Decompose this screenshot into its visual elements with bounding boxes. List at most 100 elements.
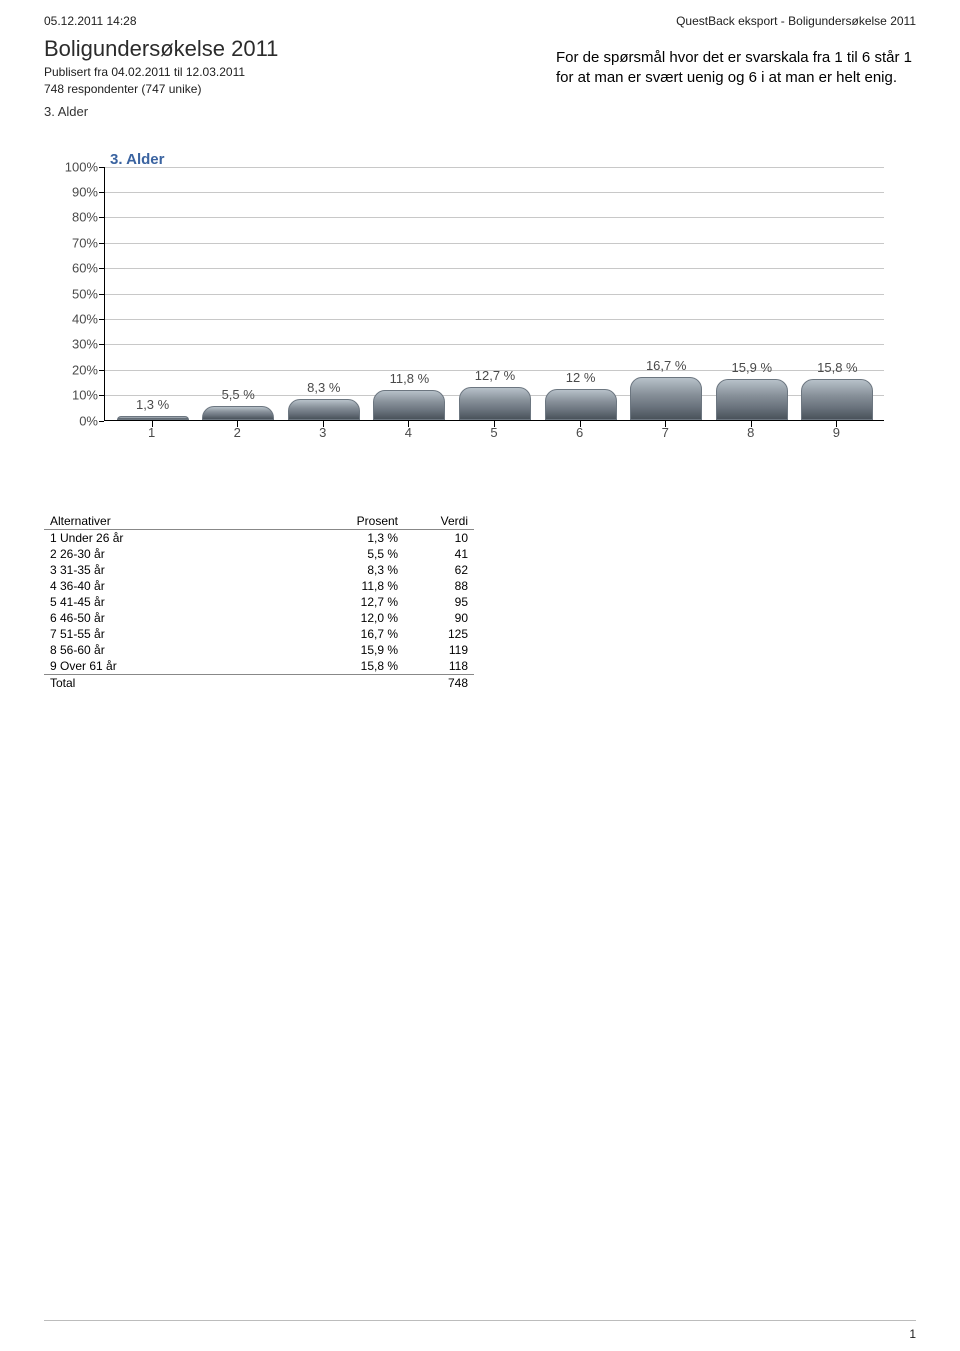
x-axis-label: 8	[747, 425, 754, 440]
bar	[545, 389, 617, 419]
cell-verdi: 62	[404, 562, 474, 578]
bar-value-label: 5,5 %	[222, 387, 255, 402]
x-tick	[751, 421, 752, 427]
y-axis-label: 10%	[72, 388, 98, 403]
cell-alternativer: 6 46-50 år	[44, 610, 324, 626]
y-axis-label: 70%	[72, 235, 98, 250]
bar-value-label: 11,8 %	[390, 371, 430, 386]
y-axis-label: 50%	[72, 286, 98, 301]
cell-prosent: 15,9 %	[324, 642, 404, 658]
bar	[117, 416, 189, 419]
x-axis-label: 6	[576, 425, 583, 440]
cell-prosent: 12,7 %	[324, 594, 404, 610]
x-tick	[665, 421, 666, 427]
y-tick	[99, 243, 104, 244]
col-header-alternativer: Alternativer	[44, 513, 324, 530]
y-axis-label: 80%	[72, 210, 98, 225]
table-row: 1 Under 26 år1,3 %10	[44, 529, 474, 546]
table-row: 9 Over 61 år15,8 %118	[44, 658, 474, 675]
export-label: QuestBack eksport - Boligundersøkelse 20…	[676, 14, 916, 28]
chart-title: 3. Alder	[110, 151, 164, 168]
meta-row: 05.12.2011 14:28 QuestBack eksport - Bol…	[44, 14, 916, 28]
x-axis-label: 5	[490, 425, 497, 440]
y-axis-label: 40%	[72, 311, 98, 326]
gridline	[105, 344, 884, 345]
y-tick	[99, 192, 104, 193]
description-text: For de spørsmål hvor det er svarskala fr…	[556, 36, 916, 89]
gridline	[105, 192, 884, 193]
x-axis-label: 4	[405, 425, 412, 440]
gridline	[105, 167, 884, 168]
bar	[630, 377, 702, 419]
y-tick	[99, 217, 104, 218]
cell-alternativer: 8 56-60 år	[44, 642, 324, 658]
table-row: 5 41-45 år12,7 %95	[44, 594, 474, 610]
x-tick	[494, 421, 495, 427]
table-row: 2 26-30 år5,5 %41	[44, 546, 474, 562]
bar	[801, 379, 873, 419]
cell-total-prosent	[324, 674, 404, 691]
x-tick	[323, 421, 324, 427]
footer-divider	[44, 1320, 916, 1321]
y-tick	[99, 395, 104, 396]
bar-chart: 3. Alder 1,3 %5,5 %8,3 %11,8 %12,7 %12 %…	[44, 153, 884, 473]
y-axis-label: 90%	[72, 184, 98, 199]
y-tick	[99, 167, 104, 168]
cell-verdi: 10	[404, 529, 474, 546]
page: 05.12.2011 14:28 QuestBack eksport - Bol…	[0, 0, 960, 1351]
cell-verdi: 88	[404, 578, 474, 594]
cell-total-verdi: 748	[404, 674, 474, 691]
x-axis-label: 9	[833, 425, 840, 440]
cell-alternativer: 4 36-40 år	[44, 578, 324, 594]
cell-verdi: 95	[404, 594, 474, 610]
page-number: 1	[909, 1327, 916, 1341]
x-axis-label: 1	[148, 425, 155, 440]
y-tick	[99, 319, 104, 320]
x-tick	[580, 421, 581, 427]
header-block: Boligundersøkelse 2011 Publisert fra 04.…	[44, 36, 916, 119]
survey-title: Boligundersøkelse 2011	[44, 36, 278, 62]
cell-verdi: 41	[404, 546, 474, 562]
cell-alternativer: 7 51-55 år	[44, 626, 324, 642]
y-tick	[99, 344, 104, 345]
cell-alternativer: 5 41-45 år	[44, 594, 324, 610]
x-tick	[836, 421, 837, 427]
table-row: 7 51-55 år16,7 %125	[44, 626, 474, 642]
gridline	[105, 268, 884, 269]
cell-verdi: 125	[404, 626, 474, 642]
table-total-row: Total 748	[44, 674, 474, 691]
gridline	[105, 217, 884, 218]
x-axis-label: 2	[234, 425, 241, 440]
cell-alternativer: 2 26-30 år	[44, 546, 324, 562]
cell-prosent: 15,8 %	[324, 658, 404, 675]
y-axis-label: 100%	[65, 159, 98, 174]
cell-verdi: 119	[404, 642, 474, 658]
col-header-prosent: Prosent	[324, 513, 404, 530]
cell-alternativer: 1 Under 26 år	[44, 529, 324, 546]
cell-prosent: 12,0 %	[324, 610, 404, 626]
col-header-verdi: Verdi	[404, 513, 474, 530]
chart-plot: 1,3 %5,5 %8,3 %11,8 %12,7 %12 %16,7 %15,…	[104, 167, 884, 421]
x-axis-label: 3	[319, 425, 326, 440]
respondents-line: 748 respondenter (747 unike)	[44, 81, 278, 98]
gridline	[105, 319, 884, 320]
bar-value-label: 15,8 %	[817, 360, 857, 375]
timestamp: 05.12.2011 14:28	[44, 14, 137, 28]
bar-value-label: 12,7 %	[475, 368, 515, 383]
y-tick	[99, 294, 104, 295]
y-axis-label: 30%	[72, 337, 98, 352]
gridline	[105, 294, 884, 295]
published-line: Publisert fra 04.02.2011 til 12.03.2011	[44, 64, 278, 81]
bar	[716, 379, 788, 419]
bar	[373, 390, 445, 420]
y-axis-label: 60%	[72, 261, 98, 276]
y-tick	[99, 370, 104, 371]
y-tick	[99, 268, 104, 269]
table-row: 3 31-35 år8,3 %62	[44, 562, 474, 578]
data-table: Alternativer Prosent Verdi 1 Under 26 år…	[44, 513, 474, 691]
bar	[459, 387, 531, 419]
x-tick	[237, 421, 238, 427]
cell-total-label: Total	[44, 674, 324, 691]
table-row: 6 46-50 år12,0 %90	[44, 610, 474, 626]
cell-prosent: 8,3 %	[324, 562, 404, 578]
